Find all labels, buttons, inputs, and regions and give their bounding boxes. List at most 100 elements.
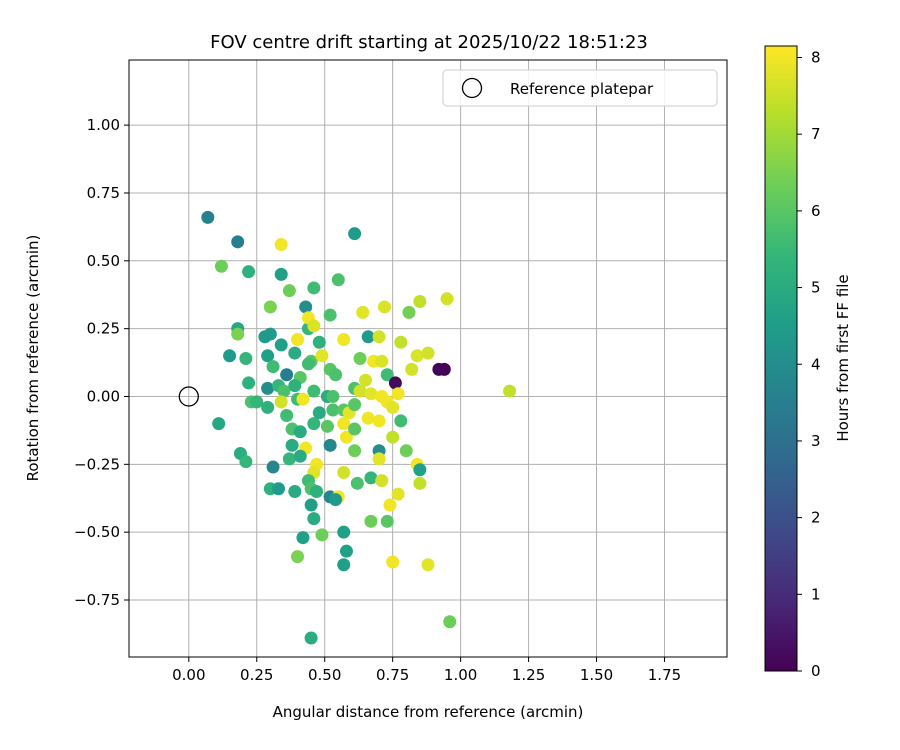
data-point [307,281,321,295]
data-point [288,346,302,360]
data-point [413,476,427,490]
data-point [323,308,337,322]
data-point [380,514,394,528]
legend: Reference platepar [442,69,718,107]
data-point [348,398,362,412]
data-point [348,444,362,458]
colorbar-tick-label: 5 [811,279,821,297]
data-point [356,305,370,319]
data-point [353,352,367,365]
data-point [329,368,343,382]
data-point [358,373,372,387]
data-point [288,484,302,498]
data-point [296,392,310,406]
data-point [312,406,326,420]
data-point [315,349,329,363]
data-point [375,354,389,368]
data-point [348,227,362,241]
data-point [350,476,364,490]
y-axis-ticks: −0.75 −0.50 −0.25 0.00 0.25 0.50 0.75 1.00 [74,116,129,609]
data-point [326,389,340,403]
colorbar-tick-label: 3 [811,432,821,450]
data-point [301,357,315,371]
plot-frame [128,59,728,658]
data-point [263,300,277,314]
data-point [413,463,427,477]
data-point [231,327,245,341]
x-axis-label: Angular distance from reference (arcmin) [273,703,584,721]
data-point [339,544,353,558]
reference-marker-group [178,386,199,407]
data-point [337,465,351,479]
data-point [282,452,296,466]
data-point [304,631,318,645]
legend-label-reference: Reference platepar [510,80,654,98]
data-point [242,265,256,279]
data-point [261,381,275,395]
data-point [421,346,435,360]
reference-platepar-marker [178,386,199,407]
data-point [394,335,408,349]
data-point [394,414,408,428]
data-point [402,305,416,319]
x-tick-label: 0.25 [240,666,273,684]
colorbar-tick-label: 6 [811,202,821,220]
data-point [274,267,288,281]
x-tick-label: 0.00 [172,666,205,684]
colorbar-tick-label: 7 [811,125,821,143]
data-point [223,349,237,363]
data-point [331,273,345,287]
data-point [443,615,457,629]
data-point [413,295,427,309]
data-point [337,417,351,431]
colorbar-tick-label: 8 [811,49,821,67]
data-point [239,455,253,469]
data-point [307,319,321,333]
data-point [266,360,280,374]
data-point [337,558,351,572]
data-point [312,335,326,349]
x-tick-label: 1.00 [444,666,477,684]
x-axis-ticks: 0.00 0.25 0.50 0.75 1.00 1.25 1.50 1.75 [172,657,681,684]
colorbar [764,45,798,672]
colorbar-label: Hours from first FF file [834,274,852,441]
data-point [361,411,375,425]
data-point [261,400,275,414]
data-point [307,417,321,431]
x-tick-label: 0.50 [308,666,341,684]
data-point [212,417,226,431]
y-tick-label: 1.00 [87,116,120,134]
data-point [437,362,451,376]
data-point [293,449,307,463]
data-point [288,379,302,393]
data-point [214,259,228,273]
chart-title: FOV centre drift starting at 2025/10/22 … [210,32,648,53]
x-tick-label: 1.75 [648,666,681,684]
data-point [378,300,392,314]
data-point [272,482,285,496]
y-tick-label: 0.25 [87,320,120,338]
data-point [372,330,386,344]
grid-lines [129,60,727,657]
data-point [282,284,296,298]
data-point [410,349,424,363]
data-point [388,376,402,390]
data-point [372,452,386,466]
data-point [242,376,256,390]
data-point [391,487,405,501]
data-point [310,484,324,498]
data-point [263,327,277,341]
y-tick-label: −0.50 [74,523,120,541]
data-point [304,498,318,512]
data-point [386,555,400,569]
data-point [353,384,367,398]
data-point [339,430,353,444]
data-point [307,384,321,398]
data-point [307,512,321,526]
legend-marker-reference [461,77,483,99]
data-point [296,531,310,545]
data-point [383,498,397,512]
data-point [399,444,413,458]
data-point [266,460,280,474]
